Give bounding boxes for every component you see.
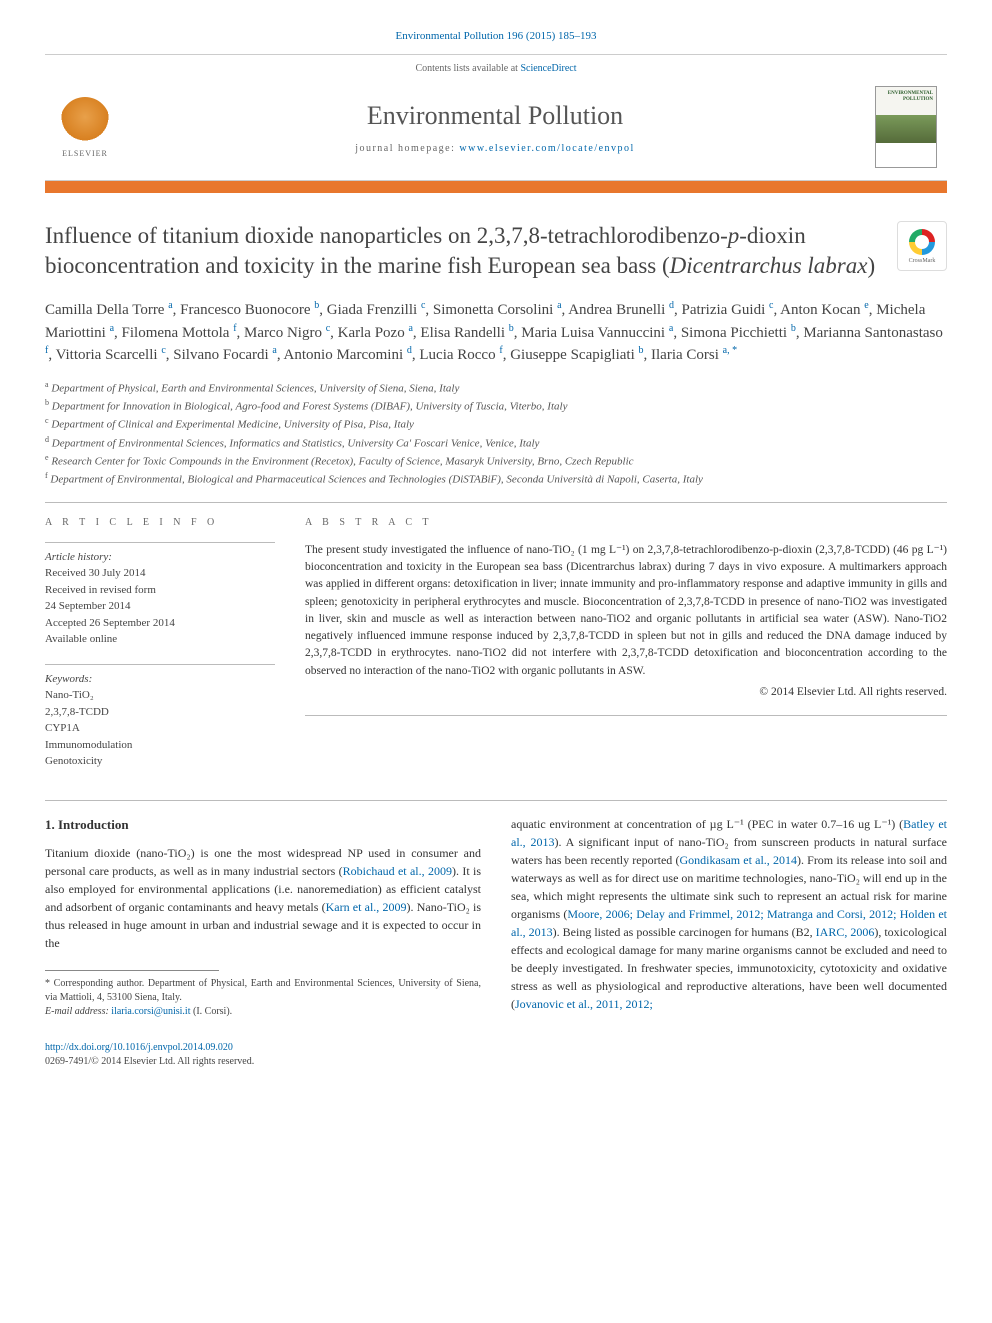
affiliations-list: a Department of Physical, Earth and Envi… bbox=[45, 379, 947, 488]
crossmark-label: CrossMark bbox=[909, 258, 936, 264]
article-body: 1. Introduction Titanium dioxide (nano-T… bbox=[45, 815, 947, 1021]
article-history-head: Article history: bbox=[45, 549, 275, 566]
abstract-label: A B S T R A C T bbox=[305, 517, 947, 528]
history-line: Received in revised form bbox=[45, 582, 275, 599]
keyword: 2,3,7,8-TCDD bbox=[45, 704, 275, 721]
keyword: Nano-TiO₂ bbox=[45, 687, 275, 704]
homepage-prefix: journal homepage: bbox=[355, 143, 459, 154]
citation-line: Environmental Pollution 196 (2015) 185–1… bbox=[45, 30, 947, 42]
footnote-email-label: E-mail address: bbox=[45, 1006, 109, 1017]
history-line: Received 30 July 2014 bbox=[45, 565, 275, 582]
history-line: 24 September 2014 bbox=[45, 598, 275, 615]
article-history-block: Article history: Received 30 July 2014Re… bbox=[45, 542, 275, 648]
page-footer: http://dx.doi.org/10.1016/j.envpol.2014.… bbox=[45, 1041, 947, 1069]
author-list: Camilla Della Torre a, Francesco Buonoco… bbox=[45, 299, 947, 367]
crossmark-badge[interactable]: CrossMark bbox=[897, 221, 947, 271]
separator-line bbox=[45, 502, 947, 503]
elsevier-logo[interactable]: ELSEVIER bbox=[55, 92, 115, 162]
journal-cover-thumbnail[interactable]: ENVIRONMENTAL POLLUTION bbox=[875, 86, 937, 168]
article-info-label: A R T I C L E I N F O bbox=[45, 517, 275, 528]
cover-thumb-title: ENVIRONMENTAL POLLUTION bbox=[876, 91, 933, 102]
elsevier-tree-icon bbox=[60, 97, 110, 147]
separator-line bbox=[45, 800, 947, 801]
issn-copyright: 0269-7491/© 2014 Elsevier Ltd. All right… bbox=[45, 1055, 947, 1069]
footnote-email[interactable]: ilaria.corsi@unisi.it bbox=[111, 1006, 190, 1017]
affiliation-line: a Department of Physical, Earth and Envi… bbox=[45, 379, 947, 397]
orange-divider-bar bbox=[45, 181, 947, 193]
intro-para-2: aquatic environment at concentration of … bbox=[511, 815, 947, 1013]
journal-header: Contents lists available at ScienceDirec… bbox=[45, 54, 947, 181]
elsevier-label: ELSEVIER bbox=[62, 149, 108, 158]
keyword: CYP1A bbox=[45, 720, 275, 737]
keyword: Genotoxicity bbox=[45, 753, 275, 770]
corresponding-author-footnote: * Corresponding author. Department of Ph… bbox=[45, 977, 481, 1019]
contents-available-line: Contents lists available at ScienceDirec… bbox=[45, 63, 947, 74]
affiliation-line: d Department of Environmental Sciences, … bbox=[45, 434, 947, 452]
contents-prefix: Contents lists available at bbox=[415, 63, 520, 74]
section-heading-intro: 1. Introduction bbox=[45, 815, 481, 835]
journal-homepage-line: journal homepage: www.elsevier.com/locat… bbox=[115, 143, 875, 154]
footnote-corresponding: * Corresponding author. Department of Ph… bbox=[45, 977, 481, 1005]
footnote-separator bbox=[45, 970, 219, 971]
history-line: Accepted 26 September 2014 bbox=[45, 615, 275, 632]
abstract-copyright: © 2014 Elsevier Ltd. All rights reserved… bbox=[305, 684, 947, 701]
journal-title: Environmental Pollution bbox=[115, 101, 875, 131]
article-title: Influence of titanium dioxide nanopartic… bbox=[45, 221, 877, 281]
affiliation-line: e Research Center for Toxic Compounds in… bbox=[45, 452, 947, 470]
sciencedirect-link[interactable]: ScienceDirect bbox=[520, 63, 576, 74]
separator-line bbox=[305, 715, 947, 716]
keyword: Immunomodulation bbox=[45, 737, 275, 754]
homepage-link[interactable]: www.elsevier.com/locate/envpol bbox=[459, 143, 634, 154]
history-line: Available online bbox=[45, 631, 275, 648]
keywords-block: Keywords: Nano-TiO₂2,3,7,8-TCDDCYP1AImmu… bbox=[45, 664, 275, 770]
intro-para-1: Titanium dioxide (nano-TiO₂) is one the … bbox=[45, 844, 481, 952]
abstract-body: The present study investigated the influ… bbox=[305, 544, 947, 677]
doi-link[interactable]: http://dx.doi.org/10.1016/j.envpol.2014.… bbox=[45, 1041, 947, 1055]
affiliation-line: c Department of Clinical and Experimenta… bbox=[45, 415, 947, 433]
crossmark-icon bbox=[909, 229, 935, 255]
abstract-text: The present study investigated the influ… bbox=[305, 542, 947, 701]
footnote-email-suffix: (I. Corsi). bbox=[193, 1006, 232, 1017]
keywords-head: Keywords: bbox=[45, 671, 275, 688]
affiliation-line: f Department of Environmental, Biologica… bbox=[45, 470, 947, 488]
affiliation-line: b Department for Innovation in Biologica… bbox=[45, 397, 947, 415]
